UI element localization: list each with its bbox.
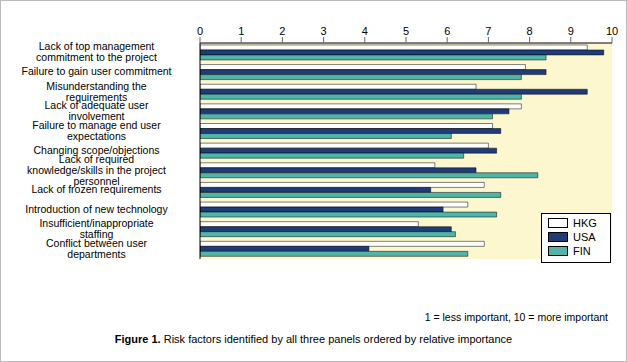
svg-text:8: 8 (527, 25, 533, 37)
svg-text:5: 5 (403, 25, 409, 37)
svg-text:Introduction of new technology: Introduction of new technology (25, 203, 168, 215)
svg-text:0: 0 (197, 25, 203, 37)
svg-text:3: 3 (321, 25, 327, 37)
svg-text:10: 10 (606, 25, 618, 37)
svg-text:1: 1 (238, 25, 244, 37)
svg-text:Lack of requiredknowledge/skil: Lack of requiredknowledge/skills in the … (27, 152, 166, 186)
svg-text:9: 9 (568, 25, 574, 37)
svg-text:Conflict between userdepartmen: Conflict between userdepartments (46, 236, 147, 259)
svg-text:Lack of top managementcommitme: Lack of top managementcommitment to the … (36, 40, 157, 63)
svg-text:7: 7 (485, 25, 491, 37)
svg-text:Failure to gain user commitmen: Failure to gain user commitment (22, 65, 172, 77)
svg-text:4: 4 (362, 25, 368, 37)
svg-text:6: 6 (444, 25, 450, 37)
svg-text:Failure to manage end userexpe: Failure to manage end userexpectations (32, 119, 161, 142)
svg-text:Lack of frozen requirements: Lack of frozen requirements (31, 183, 161, 195)
svg-text:2: 2 (279, 25, 285, 37)
